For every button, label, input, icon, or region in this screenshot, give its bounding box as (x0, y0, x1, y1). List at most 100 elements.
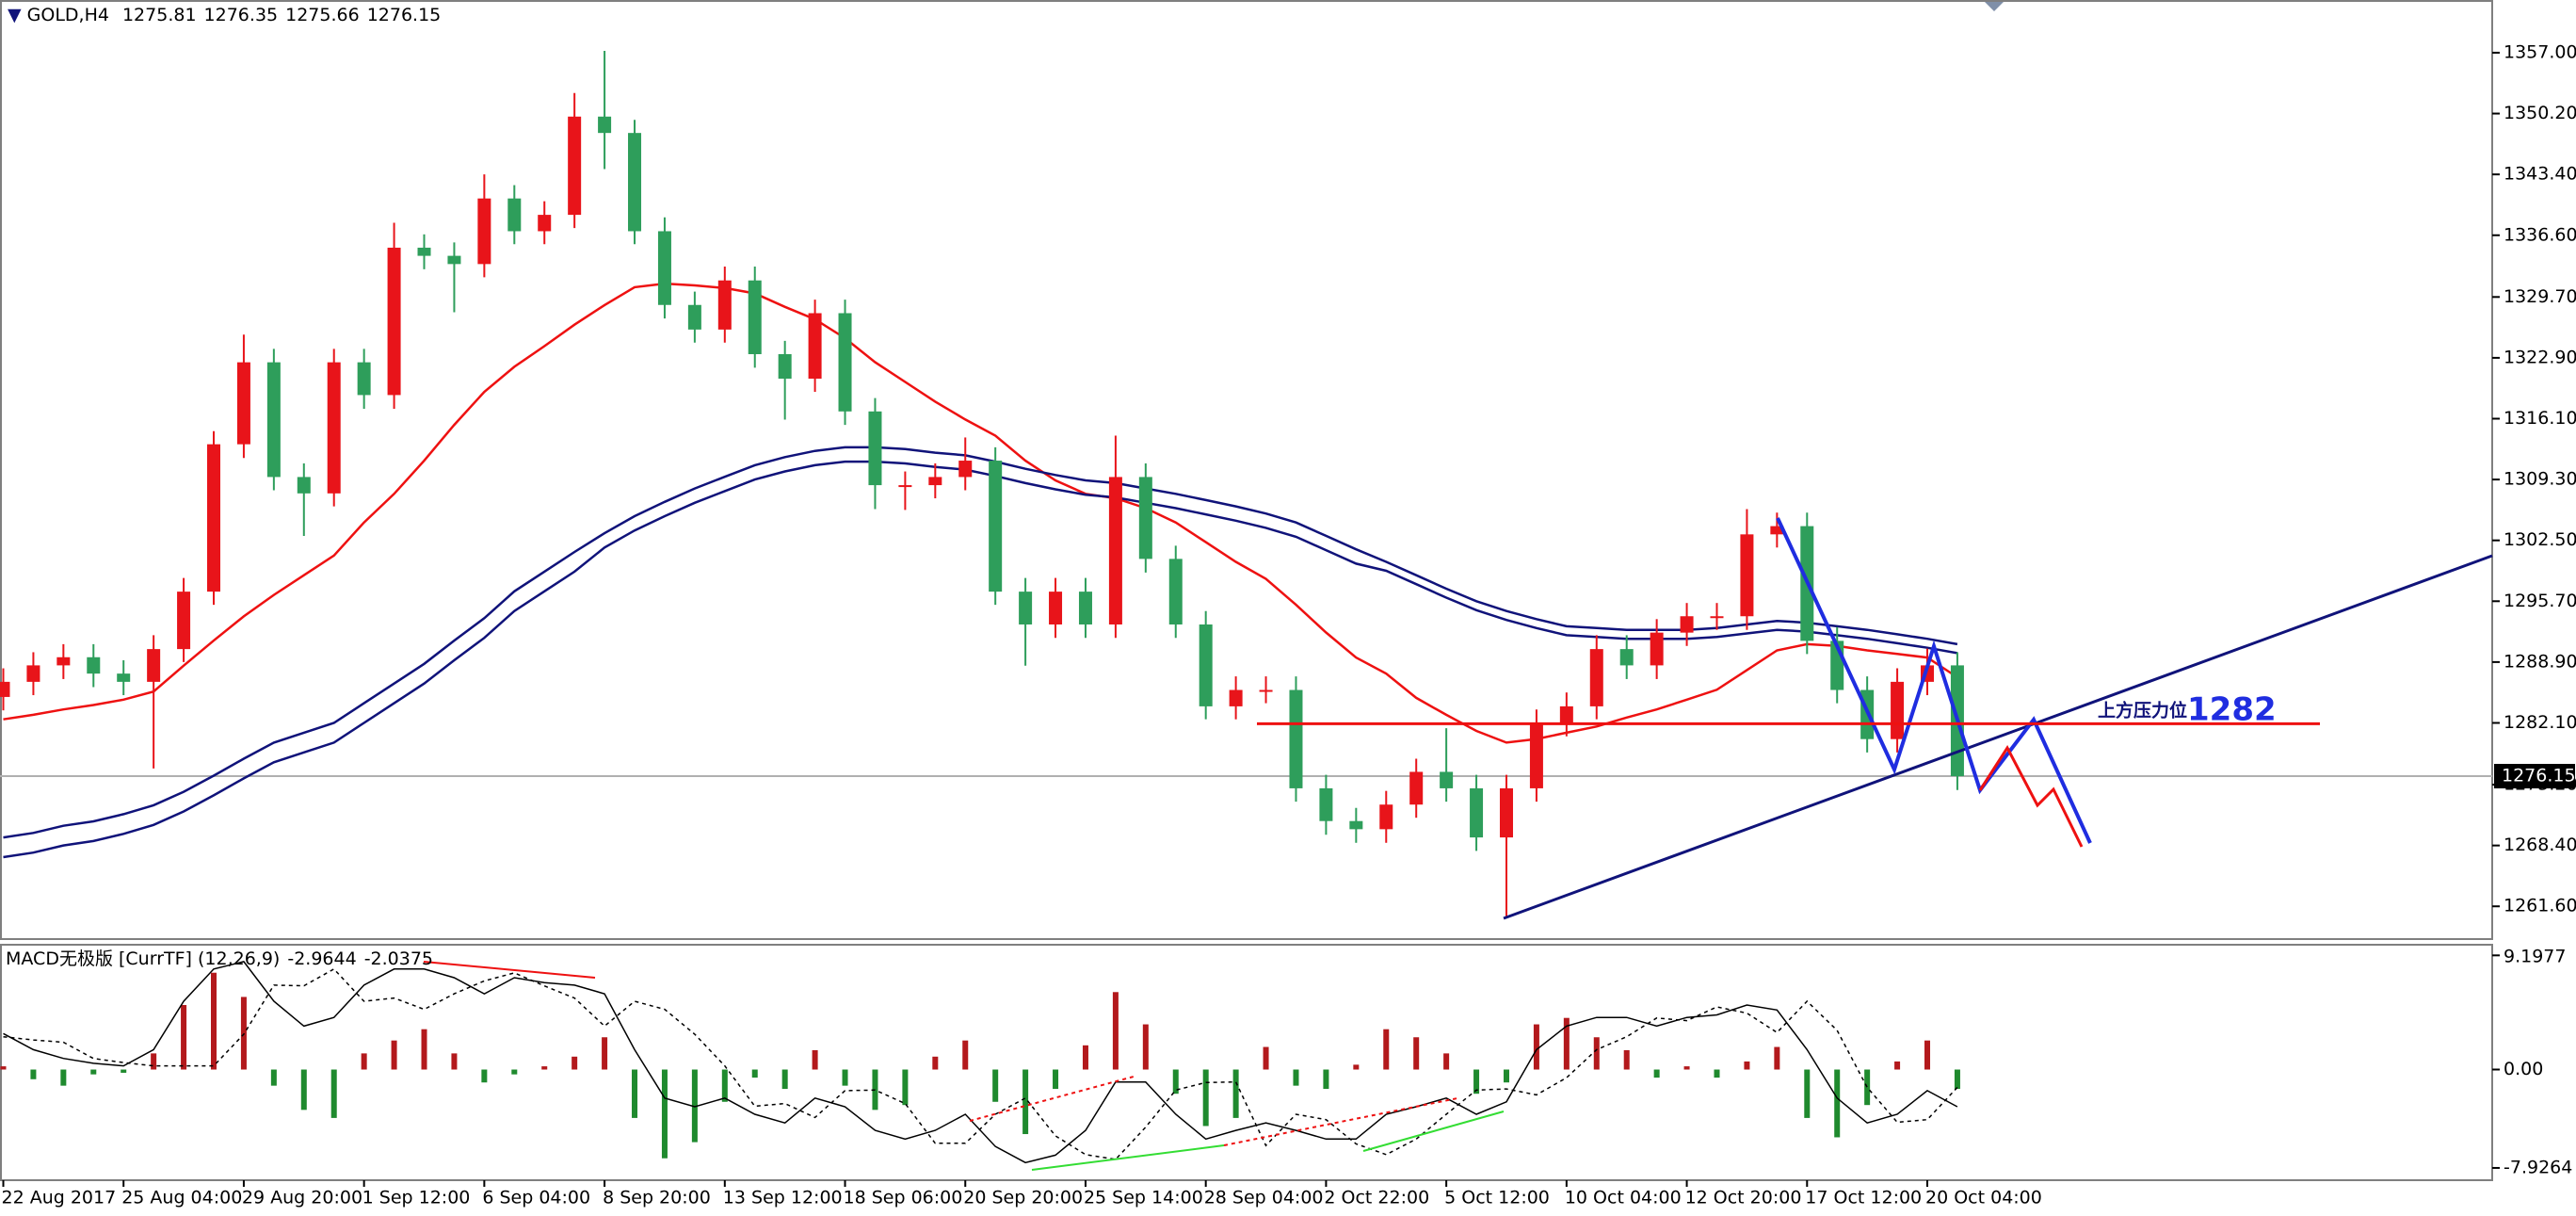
y-tick-label: 1322.90 (2504, 347, 2576, 367)
y-tick-label: 1343.40 (2504, 164, 2576, 185)
shift-marker (1985, 2, 2004, 11)
divergence-line (969, 1076, 1135, 1122)
macd-histogram-bar (842, 1069, 848, 1086)
x-tick-label: 20 Oct 04:00 (1925, 1188, 2042, 1208)
main-panel-frame (0, 0, 2493, 940)
macd-histogram-bar (1053, 1069, 1059, 1090)
candle-body (808, 313, 822, 380)
divergence-line (1223, 1097, 1458, 1146)
divergence-line (1031, 1144, 1225, 1171)
candle-body (1770, 526, 1784, 535)
candle-body (717, 280, 732, 330)
divergence-line (1362, 1111, 1505, 1152)
candle-body (177, 592, 191, 650)
macd-histogram-bar (1443, 1053, 1450, 1070)
candle-body (1440, 771, 1454, 788)
macd-histogram-bar (1714, 1069, 1720, 1078)
macd-histogram-bar (1834, 1069, 1841, 1138)
macd-histogram-bar (330, 1069, 337, 1118)
candle-body (1409, 771, 1424, 805)
macd-histogram-bar (1653, 1069, 1660, 1078)
x-tick-label: 20 Sep 20:00 (963, 1188, 1083, 1208)
y-tick-label: -7.9264 (2504, 1157, 2572, 1177)
moving-average (3, 282, 1958, 744)
macd-histogram-bar (1593, 1037, 1600, 1070)
y-tick-label: 1329.70 (2504, 286, 2576, 307)
candle-body (748, 280, 762, 355)
macd-histogram-bar (1894, 1061, 1901, 1070)
macd-value: -2.9644 (287, 948, 356, 969)
macd-histogram-bar (361, 1053, 367, 1070)
macd-histogram-bar (481, 1069, 488, 1083)
candle-body (1019, 592, 1033, 624)
macd-histogram-bar (661, 1069, 668, 1159)
macd-histogram-bar (1383, 1029, 1390, 1070)
projection-zigzag-blue (1776, 517, 2092, 844)
macd-histogram-bar (691, 1069, 698, 1143)
candle-body (538, 215, 552, 232)
y-tick-label: 1357.00 (2504, 41, 2576, 62)
macd-histogram-bar (1142, 1024, 1149, 1070)
macd-histogram-bar (30, 1069, 37, 1079)
macd-histogram-bar (1683, 1066, 1690, 1070)
menu-arrow: ▼ (8, 5, 27, 25)
macd-histogram-bar (270, 1069, 277, 1086)
moving-average (3, 446, 1958, 839)
candle-body (207, 444, 220, 592)
candle-body (56, 657, 71, 666)
x-tick-label: 25 Sep 14:00 (1084, 1188, 1203, 1208)
candle-body (657, 231, 671, 305)
candle-body (117, 673, 131, 682)
x-tick-label: 25 Aug 04:00 (121, 1188, 242, 1208)
symbol-header: ▼ GOLD,H4 1275.81 1276.35 1275.66 1276.15 (8, 5, 441, 25)
macd-histogram-bar (932, 1056, 939, 1070)
candle-body (1619, 649, 1634, 666)
candle-body (958, 461, 973, 478)
x-tick-label: 18 Sep 06:00 (844, 1188, 963, 1208)
candle-body (1289, 689, 1303, 788)
candle-body (417, 247, 431, 256)
candle-body (898, 485, 912, 488)
x-tick-label: 29 Aug 20:00 (242, 1188, 362, 1208)
macd-histogram-bar (1473, 1069, 1480, 1094)
macd-histogram-bar (1232, 1069, 1239, 1118)
indicator-panel-frame (0, 944, 2493, 1181)
candle-body (1108, 477, 1122, 624)
macd-histogram-bar (1533, 1024, 1539, 1070)
macd-histogram-bar (1172, 1069, 1179, 1094)
macd-histogram-bar (90, 1069, 97, 1075)
candle-body (447, 255, 461, 265)
macd-histogram-bar (751, 1069, 758, 1078)
x-tick-label: 17 Oct 12:00 (1805, 1188, 1922, 1208)
x-tick-label: 12 Oct 20:00 (1685, 1188, 1802, 1208)
candle-body (1470, 787, 1484, 838)
moving-average (3, 460, 1958, 859)
macd-histogram-bar (541, 1066, 548, 1070)
candle-body (1229, 689, 1243, 706)
candle-body (598, 116, 612, 134)
resistance-value: 1282 (2187, 690, 2277, 728)
macd-histogram-bar (121, 1069, 127, 1073)
current-price-box (2494, 764, 2575, 789)
candle-body (1499, 787, 1513, 838)
macd-histogram-bar (992, 1069, 999, 1102)
macd-histogram-bar (962, 1040, 969, 1070)
macd-histogram-bar (211, 972, 217, 1070)
macd-histogram-bar (1864, 1069, 1871, 1106)
candle-body (989, 461, 1003, 592)
y-tick-label: 1288.90 (2504, 651, 2576, 672)
candle-body (1680, 616, 1694, 633)
signal-line (3, 967, 1958, 1160)
y-tick-label: 1295.70 (2504, 591, 2576, 611)
candle-body (387, 247, 401, 396)
macd-histogram-bar (812, 1049, 818, 1070)
candle-body (87, 657, 101, 674)
symbol: GOLD,H4 (27, 5, 109, 25)
x-tick-label: 22 Aug 2017 (1, 1188, 116, 1208)
candle-body (327, 362, 341, 494)
y-tick-label: 1302.50 (2504, 529, 2576, 550)
candle-body (1559, 705, 1573, 723)
x-tick-label: 13 Sep 12:00 (723, 1188, 843, 1208)
macd-histogram-bar (1353, 1064, 1360, 1070)
macd-histogram-bar (1924, 1040, 1931, 1070)
